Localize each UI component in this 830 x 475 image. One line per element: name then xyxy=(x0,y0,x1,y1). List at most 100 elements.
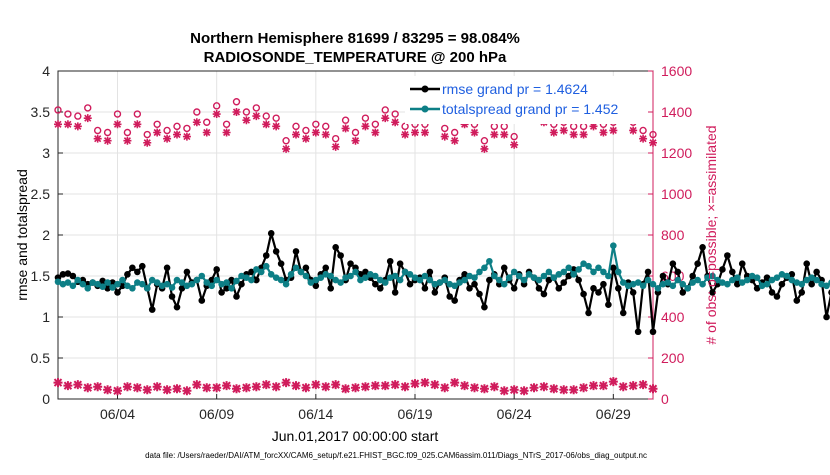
totalspread-point xyxy=(674,276,682,284)
rmse-point xyxy=(823,313,830,321)
totalspread-point xyxy=(69,282,77,290)
totalspread-point xyxy=(84,285,92,292)
rmse-point xyxy=(545,276,553,284)
totalspread-point xyxy=(94,280,101,288)
obs-rejected-point xyxy=(83,383,93,393)
y-left-tick-label: 1.5 xyxy=(31,268,51,284)
obs-rejected-point xyxy=(103,385,113,395)
obs-assimilated-point xyxy=(639,134,648,143)
totalspread-point xyxy=(446,280,454,288)
obs-assimilated-point xyxy=(401,130,410,139)
totalspread-point xyxy=(411,274,419,281)
obs-rejected-point xyxy=(271,382,281,392)
obs-possible-point xyxy=(54,106,62,114)
obs-assimilated-point xyxy=(589,122,598,131)
obs-assimilated-point xyxy=(391,118,400,127)
obs-assimilated-point xyxy=(113,120,122,129)
obs-assimilated-point xyxy=(202,128,211,137)
totalspread-point xyxy=(738,279,746,286)
totalspread-point xyxy=(367,271,374,278)
rmse-point xyxy=(119,282,126,290)
rmse-point xyxy=(510,285,518,292)
totalspread-point xyxy=(213,276,220,284)
totalspread-point xyxy=(634,279,642,286)
totalspread-point xyxy=(381,279,389,286)
rmse-point xyxy=(659,272,667,280)
rmse-point xyxy=(803,260,811,268)
rmse-point xyxy=(327,285,335,292)
totalspread-point xyxy=(481,264,488,272)
totalspread-point xyxy=(282,280,290,288)
obs-rejected-point xyxy=(529,383,539,393)
totalspread-point xyxy=(198,272,206,280)
totalspread-point xyxy=(808,274,815,281)
totalspread-point xyxy=(109,284,116,291)
obs-assimilated-point xyxy=(54,120,62,129)
rmse-point xyxy=(372,280,379,288)
obs-assimilated-point xyxy=(153,128,162,137)
totalspread-point xyxy=(89,279,97,286)
rmse-point xyxy=(223,285,230,292)
obs-rejected-point xyxy=(479,384,489,394)
totalspread-point xyxy=(287,271,295,278)
obs-assimilated-point xyxy=(460,120,469,129)
obs-rejected-point xyxy=(559,385,569,395)
totalspread-point xyxy=(753,274,761,281)
obs-rejected-point xyxy=(400,382,410,392)
rmse-point xyxy=(446,293,454,300)
obs-rejected-point xyxy=(251,382,261,392)
obs-possible-point xyxy=(133,110,142,118)
rmse-point xyxy=(386,257,394,265)
totalspread-point xyxy=(486,257,493,265)
legend-totalspread-marker xyxy=(421,105,429,113)
obs-assimilated-point xyxy=(629,126,638,135)
totalspread-point xyxy=(134,279,141,286)
rmse-point xyxy=(575,276,582,284)
totalspread-point xyxy=(798,280,806,288)
obs-rejected-point xyxy=(489,382,499,392)
obs-rejected-point xyxy=(390,380,400,390)
totalspread-point xyxy=(699,280,706,288)
totalspread-point xyxy=(580,260,587,268)
totalspread-point xyxy=(748,272,756,280)
totalspread-point xyxy=(386,274,394,281)
rmse-point xyxy=(292,248,300,255)
y-right-tick-label: 1200 xyxy=(661,145,692,161)
obs-assimilated-point xyxy=(292,130,300,139)
totalspread-point xyxy=(317,274,325,281)
obs-possible-point xyxy=(64,110,72,118)
obs-rejected-point xyxy=(93,382,103,392)
obs-assimilated-point xyxy=(103,136,112,145)
totalspread-point xyxy=(357,276,364,284)
obs-rejected-point xyxy=(648,384,658,394)
obs-assimilated-point xyxy=(649,138,657,147)
y-left-tick-label: 2 xyxy=(42,227,50,243)
obs-rejected-point xyxy=(360,382,370,392)
rmse-point xyxy=(173,303,181,311)
totalspread-point xyxy=(818,280,825,288)
obs-rejected-point xyxy=(212,383,222,393)
totalspread-point xyxy=(99,283,106,290)
obs-rejected-point xyxy=(261,380,271,390)
obs-rejected-point xyxy=(450,378,460,388)
obs-possible-point xyxy=(322,122,330,131)
rmse-point xyxy=(421,285,429,292)
y-left-tick-label: 2.5 xyxy=(31,186,51,202)
totalspread-point xyxy=(243,274,250,281)
obs-assimilated-point xyxy=(609,126,618,135)
totalspread-point xyxy=(456,279,463,286)
y-right-tick-label: 1000 xyxy=(661,186,692,202)
totalspread-point xyxy=(689,279,696,286)
rmse-point xyxy=(69,272,77,280)
rmse-point xyxy=(376,285,384,292)
rmse-point xyxy=(644,268,652,276)
totalspread-point xyxy=(64,279,72,286)
rmse-point xyxy=(585,309,592,317)
obs-possible-point xyxy=(183,124,191,133)
totalspread-point xyxy=(362,274,369,281)
obs-possible-point xyxy=(193,108,201,116)
obs-possible-point xyxy=(312,120,320,129)
totalspread-point xyxy=(168,284,176,291)
totalspread-point xyxy=(342,274,349,281)
